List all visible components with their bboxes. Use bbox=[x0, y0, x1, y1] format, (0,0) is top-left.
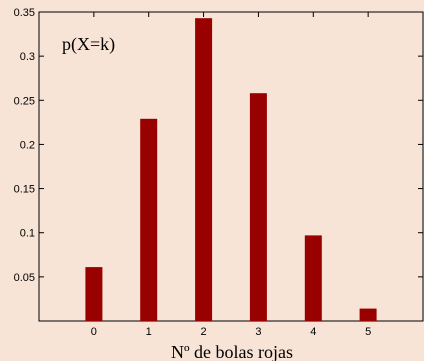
x-tick-label: 3 bbox=[255, 326, 261, 338]
x-tick-label: 4 bbox=[310, 326, 316, 338]
y-tick-label: 0.25 bbox=[14, 95, 35, 107]
bar-4 bbox=[305, 235, 322, 321]
chart-annotation: p(X=k) bbox=[62, 34, 115, 55]
bar-5 bbox=[360, 309, 377, 321]
x-axis: 0 1 2 3 4 5 bbox=[91, 12, 371, 338]
bar-2 bbox=[195, 18, 212, 321]
bars bbox=[85, 18, 376, 321]
x-tick-label: 1 bbox=[146, 326, 152, 338]
x-tick-label: 0 bbox=[91, 326, 97, 338]
y-tick-label: 0.3 bbox=[20, 51, 35, 63]
bar-1 bbox=[140, 119, 157, 321]
bar-3 bbox=[250, 93, 267, 321]
y-tick-label: 0.35 bbox=[14, 7, 35, 19]
y-tick-label: 0.1 bbox=[20, 228, 35, 240]
x-axis-label: Nº de bolas rojas bbox=[171, 342, 293, 361]
y-tick-label: 0.2 bbox=[20, 139, 35, 151]
x-tick-label: 5 bbox=[365, 326, 371, 338]
y-tick-label: 0.05 bbox=[14, 272, 35, 284]
bar-0 bbox=[85, 267, 102, 321]
x-tick-label: 2 bbox=[201, 326, 207, 338]
y-tick-label: 0.15 bbox=[14, 184, 35, 196]
